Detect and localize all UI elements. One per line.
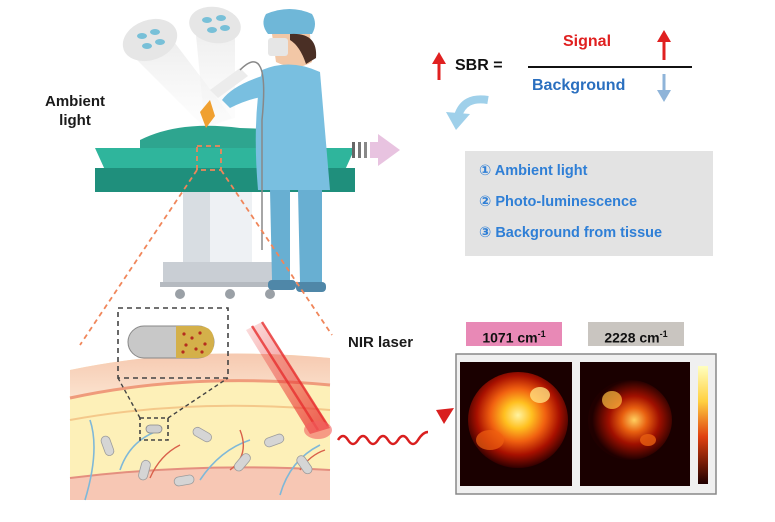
source-text: Background from tissue <box>495 225 663 241</box>
tissue-block <box>69 353 331 501</box>
source-item-1: ① Ambient light <box>479 163 587 179</box>
cycle-arrow-icon <box>446 95 489 130</box>
fraction-bar <box>528 66 692 68</box>
signal-wave-arrow <box>336 408 454 446</box>
tag-2228-text: 2228 cm <box>604 329 660 346</box>
signal-numerator: Signal <box>563 33 612 50</box>
nir-laser-beam <box>246 321 332 439</box>
source-item-2: ② Photo-luminescence <box>479 194 637 210</box>
source-marker: ① <box>479 163 492 179</box>
ambient-light-label: Ambient light <box>30 92 120 130</box>
surgical-lamps <box>122 6 241 128</box>
ambient-label-line2: light <box>59 112 91 129</box>
raman-image-panel <box>455 353 717 495</box>
up-arrow-icon <box>432 52 446 80</box>
zoom-lines <box>79 145 333 346</box>
tag-2228-sup: -1 <box>659 329 668 339</box>
capsule-callout <box>117 307 229 419</box>
transition-arrow <box>352 134 400 166</box>
sbr-formula-lhs: SBR = <box>455 57 503 74</box>
background-denominator: Background <box>532 77 626 94</box>
raman-tag-1071: 1071 cm-1 <box>466 322 562 346</box>
background-down-arrow-icon <box>657 74 671 102</box>
source-marker: ② <box>479 194 492 210</box>
source-text: Ambient light <box>494 163 588 179</box>
background-sources-box: ① Ambient light ② Photo-luminescence ③ B… <box>465 151 713 256</box>
raman-tag-2228: 2228 cm-1 <box>588 322 684 346</box>
tag-1071-sup: -1 <box>537 329 546 339</box>
source-item-3: ③ Background from tissue <box>479 225 662 241</box>
surgeon-figure <box>200 9 330 292</box>
tag-1071-text: 1071 cm <box>482 329 538 346</box>
source-text: Photo-luminescence <box>495 194 638 210</box>
nir-laser-label: NIR laser <box>348 334 414 351</box>
signal-up-arrow-icon <box>657 30 671 60</box>
ambient-label-line1: Ambient <box>45 93 105 110</box>
source-marker: ③ <box>479 225 492 241</box>
